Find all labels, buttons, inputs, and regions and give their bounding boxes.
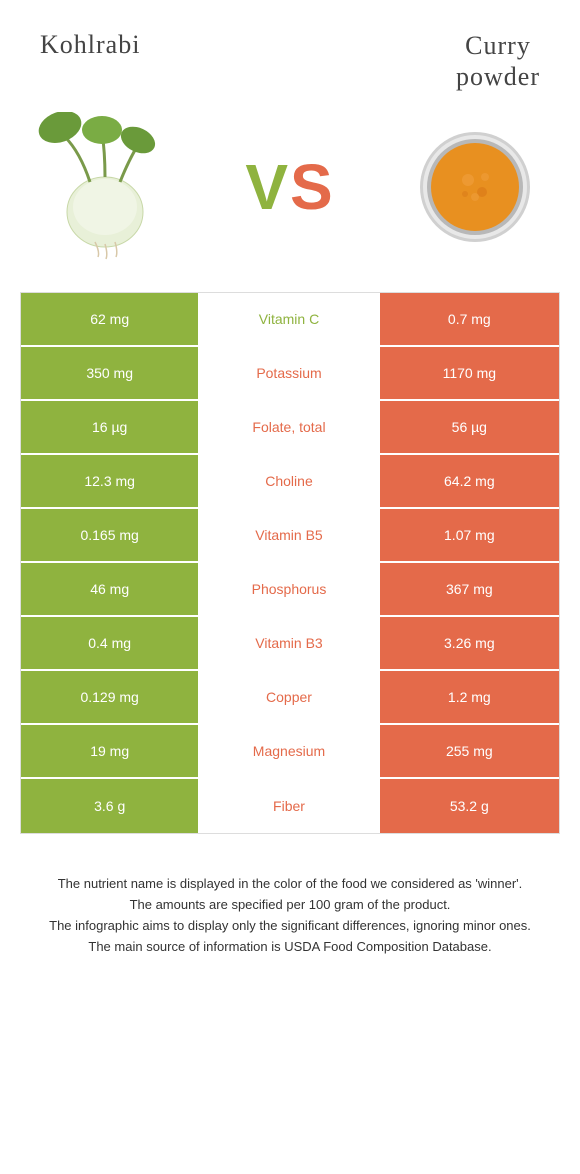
table-row: 0.129 mgCopper1.2 mg [21,671,559,725]
nutrient-label: Vitamin B5 [200,509,379,561]
visual-row: VS [0,102,580,292]
footer-notes: The nutrient name is displayed in the co… [0,834,580,977]
left-value: 350 mg [21,347,200,399]
left-value: 19 mg [21,725,200,777]
table-row: 12.3 mgCholine64.2 mg [21,455,559,509]
table-row: 46 mgPhosphorus367 mg [21,563,559,617]
right-value: 1.2 mg [380,671,559,723]
table-row: 350 mgPotassium1170 mg [21,347,559,401]
footer-line: The nutrient name is displayed in the co… [30,874,550,895]
nutrient-label: Vitamin B3 [200,617,379,669]
left-value: 0.165 mg [21,509,200,561]
left-value: 3.6 g [21,779,200,833]
comparison-table: 62 mgVitamin C0.7 mg350 mgPotassium1170 … [20,292,560,834]
right-value: 255 mg [380,725,559,777]
nutrient-label: Potassium [200,347,379,399]
left-value: 46 mg [21,563,200,615]
vs-s: S [290,151,335,223]
kohlrabi-icon [30,112,180,262]
right-value: 3.26 mg [380,617,559,669]
curry-powder-icon [400,112,550,262]
vs-label: VS [245,150,334,224]
footer-line: The amounts are specified per 100 gram o… [30,895,550,916]
table-row: 62 mgVitamin C0.7 mg [21,293,559,347]
right-value: 0.7 mg [380,293,559,345]
left-value: 16 µg [21,401,200,453]
table-row: 0.165 mgVitamin B51.07 mg [21,509,559,563]
right-value: 1170 mg [380,347,559,399]
header: Kohlrabi Currypowder [0,0,580,102]
left-value: 0.129 mg [21,671,200,723]
table-row: 16 µgFolate, total56 µg [21,401,559,455]
table-row: 19 mgMagnesium255 mg [21,725,559,779]
nutrient-label: Folate, total [200,401,379,453]
nutrient-label: Magnesium [200,725,379,777]
vs-v: V [245,151,290,223]
right-value: 64.2 mg [380,455,559,507]
nutrient-label: Copper [200,671,379,723]
nutrient-label: Choline [200,455,379,507]
nutrient-label: Phosphorus [200,563,379,615]
left-value: 62 mg [21,293,200,345]
right-value: 1.07 mg [380,509,559,561]
right-value: 56 µg [380,401,559,453]
table-row: 3.6 gFiber53.2 g [21,779,559,833]
left-value: 12.3 mg [21,455,200,507]
right-value: 53.2 g [380,779,559,833]
table-row: 0.4 mgVitamin B33.26 mg [21,617,559,671]
food-left-title: Kohlrabi [40,30,140,92]
footer-line: The main source of information is USDA F… [30,937,550,958]
food-right-title: Currypowder [456,30,540,92]
footer-line: The infographic aims to display only the… [30,916,550,937]
right-value: 367 mg [380,563,559,615]
left-value: 0.4 mg [21,617,200,669]
nutrient-label: Vitamin C [200,293,379,345]
nutrient-label: Fiber [200,779,379,833]
